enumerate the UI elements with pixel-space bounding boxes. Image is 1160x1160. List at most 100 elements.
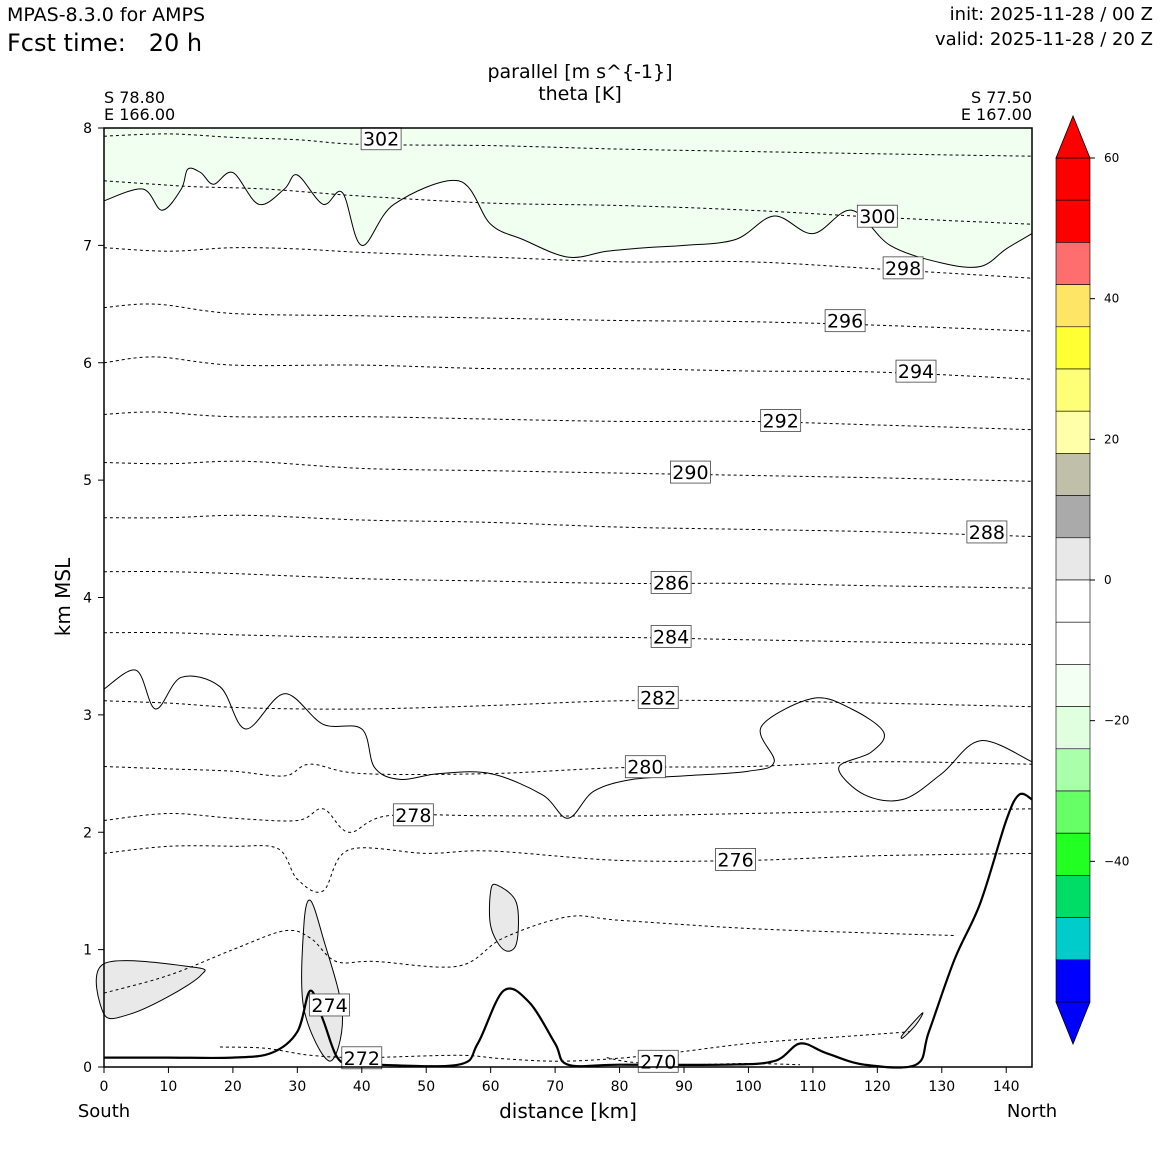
wind-contour-west-tongue: [95, 960, 206, 1020]
x-axis-label: distance [km]: [499, 1099, 637, 1123]
theta-294: [103, 356, 1033, 380]
theta-label-298: 298: [882, 256, 924, 280]
colorbar-bin: [1055, 875, 1091, 918]
theta-label-text: 292: [763, 410, 799, 432]
colorbar-bin: [1055, 664, 1091, 707]
theta-label-text: 278: [395, 805, 431, 827]
x-tick-label: 60: [482, 1079, 500, 1095]
x-tick-label: 90: [675, 1079, 693, 1095]
theta-label-text: 284: [653, 626, 689, 648]
theta-label-278: 278: [392, 803, 434, 827]
theta-label-text: 300: [859, 206, 895, 228]
y-tick-label: 8: [83, 121, 92, 137]
colorbar-bin: [1055, 199, 1091, 243]
theta-label-text: 282: [640, 687, 676, 709]
chart-title-line1: parallel [m s^{-1}]: [487, 61, 672, 83]
theta-label-text: 286: [653, 572, 689, 594]
terrain-line: [104, 792, 1033, 1069]
x-tick-label: 140: [993, 1079, 1020, 1095]
theta-302: [103, 133, 1033, 157]
colorbar-bin: [1055, 959, 1091, 1003]
colorbar-bin: [1055, 495, 1091, 539]
forecast-value: 20 h: [148, 29, 203, 57]
terrain-layer: [104, 792, 1033, 1069]
model-title: MPAS-8.3.0 for AMPS: [7, 4, 206, 26]
colorbar-bin: [1055, 453, 1091, 496]
x-tick-label: 30: [288, 1079, 306, 1095]
south-label: South: [78, 1101, 130, 1122]
theta-label-text: 294: [898, 361, 934, 383]
x-tick-label: 10: [160, 1079, 178, 1095]
colorbar-tick-label: −20: [1104, 714, 1129, 728]
colorbar-bin: [1055, 157, 1091, 201]
theta-label-text: 290: [672, 462, 708, 484]
colorbar-top-arrow: [1055, 114, 1091, 159]
theta-label-text: 298: [885, 258, 921, 280]
theta-label-272: 272: [341, 1046, 383, 1070]
theta-label-288: 288: [966, 520, 1008, 544]
theta-label-270: 270: [637, 1049, 679, 1073]
theta-274: [103, 915, 955, 994]
x-tick-label: 40: [353, 1079, 371, 1095]
init-time: init: 2025-11-28 / 00 Z: [949, 4, 1153, 25]
theta-label-284: 284: [650, 625, 692, 648]
theta-label-text: 288: [969, 522, 1005, 544]
theta-label-text: 280: [627, 757, 663, 779]
theta-280: [103, 761, 1033, 777]
colorbar-bin: [1055, 410, 1091, 454]
left-endpoint-lon: E 166.00: [104, 105, 175, 124]
colorbar-bottom-arrow: [1055, 1001, 1091, 1046]
colorbar-bin: [1055, 284, 1091, 328]
theta-label-302: 302: [360, 127, 402, 151]
x-axis: 0 10 20 30 40 50 60 70 80 90 100 110 120 130 140: [100, 1067, 1020, 1095]
colorbar-bin: [1055, 368, 1091, 412]
theta-label-text: 272: [344, 1048, 380, 1070]
right-endpoint-lon: E 167.00: [961, 105, 1032, 124]
y-axis-label: km MSL: [51, 557, 75, 636]
theta-label-282: 282: [637, 686, 679, 709]
theta-286: [103, 571, 1033, 589]
theta-284: [103, 632, 1033, 645]
wind-fill-layer: [104, 128, 1032, 268]
y-tick-label: 4: [83, 591, 92, 607]
colorbar: 60 40 20 0 −20 −40: [1055, 114, 1129, 1046]
theta-label-294: 294: [895, 359, 937, 383]
theta-292: [103, 411, 1033, 431]
colorbar-bin: [1055, 832, 1091, 876]
forecast-label: Fcst time:: [7, 29, 126, 57]
theta-label-layer: 302 300 298 296 294 292 290 288 286 284 282 280 278 2…: [309, 127, 1008, 1073]
theta-label-text: 276: [717, 849, 753, 871]
colorbar-bin: [1055, 917, 1091, 961]
y-tick-label: 3: [83, 708, 92, 724]
forecast-time: Fcst time: 20 h: [7, 29, 202, 57]
colorbar-tick-label: 0: [1104, 573, 1112, 587]
theta-label-290: 290: [670, 460, 711, 484]
theta-label-286: 286: [650, 571, 692, 594]
colorbar-tick-label: 20: [1104, 432, 1119, 446]
x-tick-label: 50: [417, 1079, 435, 1095]
x-tick-label: 100: [735, 1079, 762, 1095]
theta-300: [103, 180, 1033, 225]
x-tick-label: 80: [611, 1079, 629, 1095]
y-tick-label: 7: [83, 238, 92, 254]
y-tick-label: 0: [83, 1060, 92, 1076]
x-tick-label: 0: [100, 1079, 109, 1095]
north-label: North: [1007, 1101, 1057, 1122]
x-tick-label: 130: [928, 1079, 955, 1095]
colorbar-bin: [1055, 621, 1091, 665]
theta-296: [103, 303, 1033, 332]
x-tick-label: 120: [864, 1079, 891, 1095]
left-endpoint-lat: S 78.80: [104, 88, 165, 107]
y-tick-label: 2: [83, 825, 92, 841]
colorbar-bin: [1055, 706, 1091, 750]
valid-time: valid: 2025-11-28 / 20 Z: [935, 29, 1153, 50]
colorbar-tick-label: 40: [1104, 292, 1119, 306]
theta-278: [103, 808, 1033, 833]
theta-label-text: 302: [363, 129, 399, 151]
theta-290: [103, 460, 1033, 482]
colorbar-bin: [1055, 326, 1091, 370]
theta-label-text: 274: [311, 995, 347, 1017]
theta-272: [219, 1031, 910, 1062]
wind-contour-spike: [301, 899, 343, 1062]
theta-label-text: 270: [640, 1051, 676, 1073]
